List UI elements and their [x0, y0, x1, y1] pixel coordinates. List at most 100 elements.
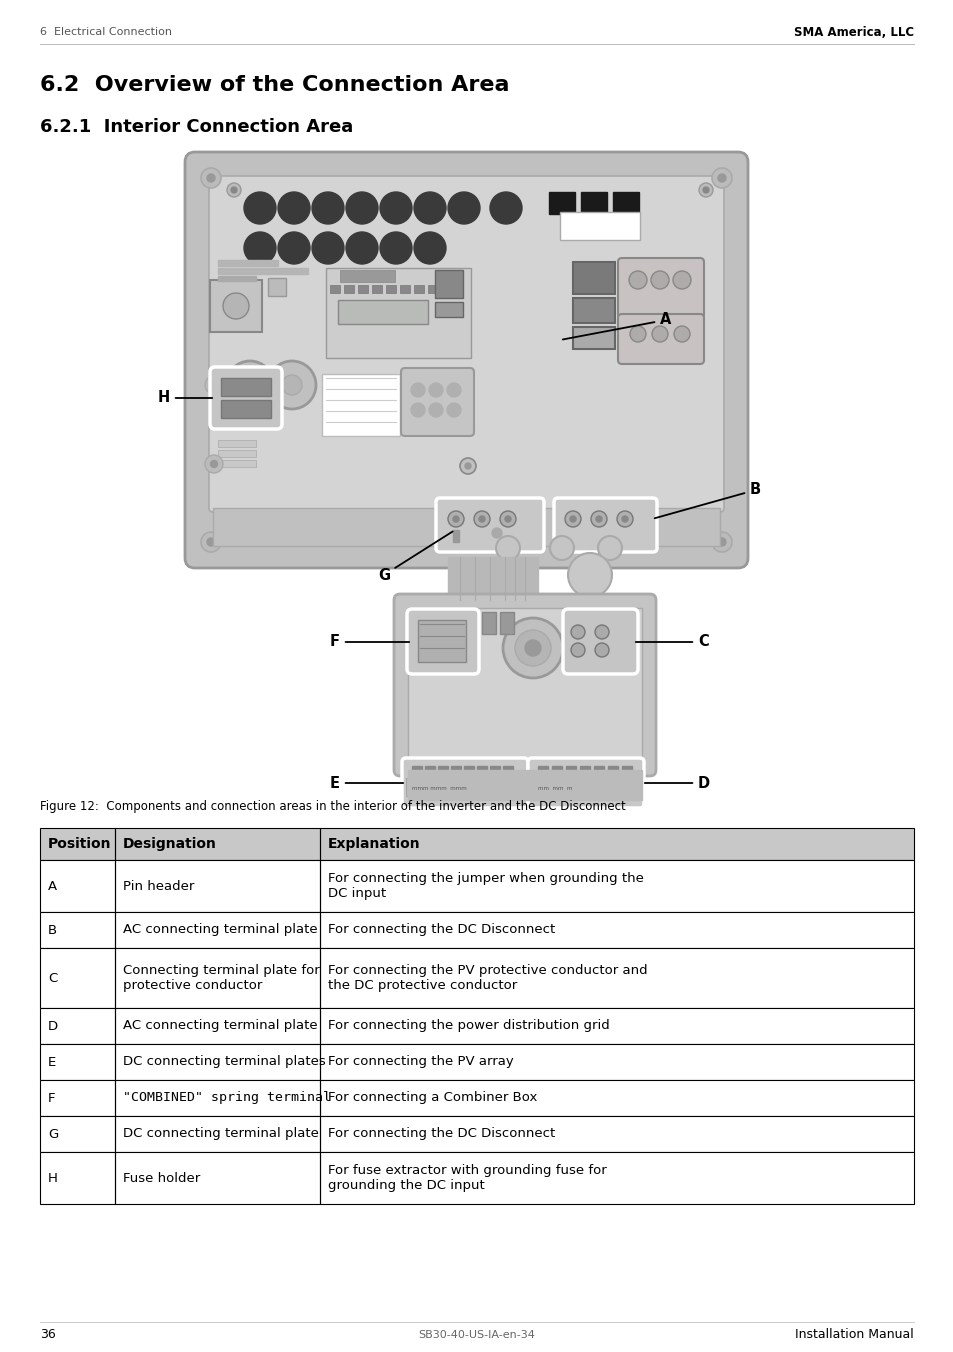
Text: For connecting the jumper when grounding the
DC input: For connecting the jumper when grounding… [328, 872, 643, 900]
Text: AC connecting terminal plate: AC connecting terminal plate [123, 923, 317, 937]
Circle shape [464, 462, 471, 469]
Bar [40, 1152, 913, 1205]
Circle shape [474, 511, 490, 527]
Circle shape [227, 183, 241, 197]
FancyBboxPatch shape [394, 594, 656, 776]
Text: 6.2.1  Interior Connection Area: 6.2.1 Interior Connection Area [40, 118, 353, 137]
FancyBboxPatch shape [618, 258, 703, 318]
Circle shape [379, 233, 412, 264]
Circle shape [515, 630, 551, 667]
Text: Position: Position [48, 837, 112, 850]
Bar [40, 913, 913, 948]
Circle shape [571, 625, 584, 639]
Circle shape [699, 183, 712, 197]
Circle shape [711, 168, 731, 188]
Bar [565, 767, 576, 773]
Bar [40, 1152, 115, 1205]
Circle shape [312, 233, 344, 264]
Circle shape [621, 516, 627, 522]
Circle shape [673, 326, 689, 342]
Bar [330, 285, 339, 293]
Circle shape [231, 187, 236, 193]
Bar [451, 767, 460, 773]
Circle shape [201, 168, 221, 188]
Bar [115, 913, 319, 948]
Bar [115, 1152, 319, 1205]
Bar [40, 1080, 913, 1115]
Circle shape [447, 383, 460, 397]
Text: H: H [48, 1171, 58, 1184]
Text: H: H [157, 391, 212, 406]
Bar [579, 767, 589, 773]
Bar [40, 1080, 115, 1115]
FancyBboxPatch shape [209, 176, 723, 512]
Bar [573, 327, 615, 349]
Text: Designation: Designation [123, 837, 216, 850]
Bar [115, 860, 319, 913]
Circle shape [411, 403, 424, 416]
Bar [319, 1080, 913, 1115]
Bar [218, 260, 277, 266]
Text: Explanation: Explanation [328, 837, 420, 850]
Text: For connecting the PV array: For connecting the PV array [328, 1056, 514, 1068]
Circle shape [598, 535, 621, 560]
Circle shape [411, 383, 424, 397]
Bar [322, 375, 399, 435]
Text: B: B [654, 483, 760, 518]
Bar [417, 621, 465, 662]
Bar [40, 913, 115, 948]
Circle shape [628, 270, 646, 289]
FancyBboxPatch shape [527, 758, 643, 808]
Circle shape [718, 174, 725, 183]
Bar [115, 1080, 319, 1115]
Text: G: G [377, 531, 452, 583]
Circle shape [277, 233, 310, 264]
Circle shape [282, 375, 302, 395]
Circle shape [448, 192, 479, 224]
Text: For connecting the DC Disconnect: For connecting the DC Disconnect [328, 923, 555, 937]
Circle shape [312, 192, 344, 224]
Circle shape [499, 511, 516, 527]
Bar [476, 767, 486, 773]
Bar [408, 771, 641, 800]
FancyBboxPatch shape [436, 498, 543, 552]
Circle shape [564, 511, 580, 527]
Circle shape [207, 174, 214, 183]
Text: C: C [48, 972, 57, 984]
Bar [319, 1115, 913, 1152]
Circle shape [226, 361, 274, 410]
FancyBboxPatch shape [554, 498, 657, 552]
Text: AC connecting terminal plate: AC connecting terminal plate [123, 1019, 317, 1033]
Bar [399, 285, 410, 293]
Circle shape [650, 270, 668, 289]
Text: B: B [48, 923, 57, 937]
Bar [532, 777, 639, 796]
Circle shape [524, 639, 540, 656]
FancyBboxPatch shape [562, 608, 638, 675]
Circle shape [571, 644, 584, 657]
Bar [210, 280, 262, 333]
Bar [412, 767, 421, 773]
Circle shape [629, 326, 645, 342]
FancyBboxPatch shape [400, 368, 474, 435]
Bar [221, 400, 271, 418]
Bar [268, 279, 286, 296]
Bar [115, 948, 319, 1009]
Bar [339, 270, 395, 283]
Bar [372, 285, 381, 293]
Bar [40, 860, 115, 913]
Bar [40, 1009, 115, 1044]
Bar [424, 767, 435, 773]
Text: 6  Electrical Connection: 6 Electrical Connection [40, 27, 172, 37]
Circle shape [492, 529, 501, 538]
Circle shape [490, 192, 521, 224]
Bar [40, 1044, 115, 1080]
Circle shape [590, 511, 606, 527]
Text: mm  mm  m: mm mm m [537, 787, 572, 791]
Circle shape [414, 192, 446, 224]
Bar [613, 192, 639, 214]
Circle shape [569, 516, 576, 522]
Circle shape [211, 381, 217, 388]
Circle shape [596, 516, 601, 522]
Bar [453, 530, 458, 542]
